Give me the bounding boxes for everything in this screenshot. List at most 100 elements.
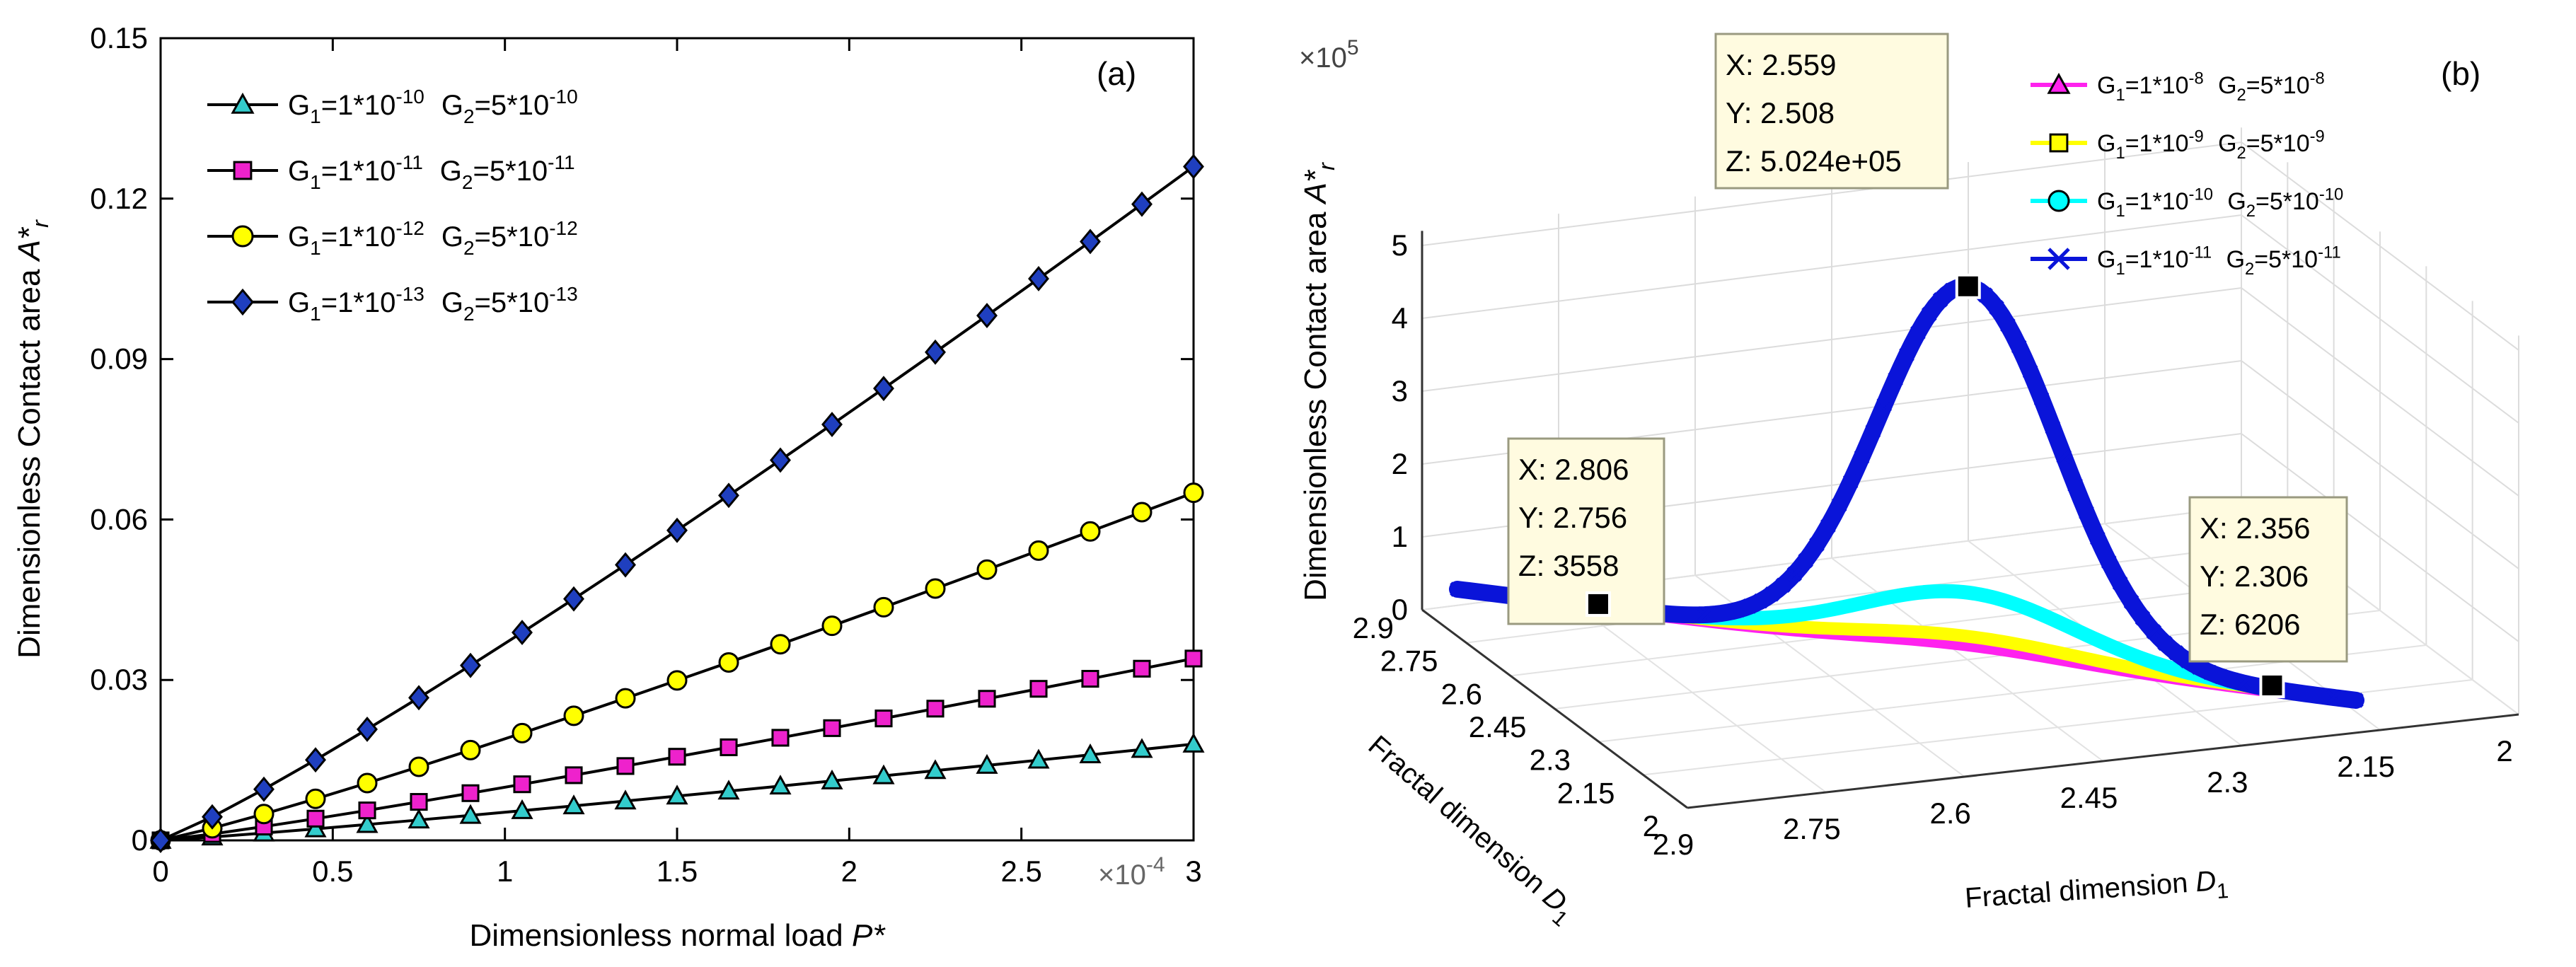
datatip-text: X: 2.559 xyxy=(1726,48,1836,81)
legend-a-entry: G1=1*10-12 G2=5*10-12 xyxy=(207,217,578,259)
data-point-stroke xyxy=(2236,675,2252,691)
data-point-stroke xyxy=(2101,554,2117,570)
legend-a-entry-text-part: 1 xyxy=(310,237,321,259)
data-point-stroke xyxy=(1842,474,1859,490)
data-point xyxy=(2101,554,2117,570)
data-point xyxy=(614,789,637,810)
y-tick-label: 0.03 xyxy=(90,663,148,696)
data-point xyxy=(408,756,429,777)
y-tick-label: 0.09 xyxy=(90,342,148,376)
data-point xyxy=(1131,191,1153,217)
data-point xyxy=(1809,536,1825,552)
data-point xyxy=(1731,602,1746,618)
data-point-stroke xyxy=(1685,607,1702,623)
legend-b-entry-text-part: =1*10 xyxy=(2125,130,2189,157)
legend-b-entry-marker xyxy=(2049,133,2069,153)
legend-b-entry-text-part: 1 xyxy=(2115,260,2125,279)
data-point-stroke xyxy=(2045,419,2061,436)
legend-a-entry-text-part: =5*10 xyxy=(475,221,550,253)
legend-a-entry-text-part: -13 xyxy=(395,283,424,305)
legend-b-entry: G1=1*10-8 G2=5*10-8 xyxy=(2031,69,2325,105)
data-point xyxy=(1899,347,1914,363)
data-point xyxy=(1183,482,1204,504)
data-point xyxy=(1865,423,1881,439)
legend-b-entry: G1=1*10-10 G2=5*10-10 xyxy=(2031,185,2343,221)
data-point xyxy=(563,586,584,612)
data-point xyxy=(512,620,533,646)
legend-a-entry-text-part: -10 xyxy=(395,86,424,108)
panel-a-label: (a) xyxy=(1097,55,1136,92)
datatip-marker xyxy=(2259,672,2285,698)
x-tick-label: 2 xyxy=(2496,734,2512,768)
x-axis-line xyxy=(1687,713,2519,809)
legend-a-entry-text-part: -10 xyxy=(549,86,577,108)
data-point xyxy=(925,578,946,599)
data-point-stroke xyxy=(2213,668,2229,685)
data-point-stroke xyxy=(2168,645,2184,661)
legend-b-entry-text-part: -11 xyxy=(2189,243,2212,262)
legend-a-entry-text-part: G xyxy=(441,287,463,318)
data-point xyxy=(2224,672,2241,688)
data-point xyxy=(408,685,429,711)
legend-a-entry-text-part: G xyxy=(288,156,310,187)
data-point xyxy=(2112,575,2128,591)
data-point xyxy=(2067,477,2083,493)
data-point xyxy=(666,517,688,543)
data-point xyxy=(2146,624,2162,639)
datatip-box xyxy=(1714,33,1949,190)
legend-b-entry-text-part: 2 xyxy=(2245,260,2254,279)
data-point xyxy=(2045,419,2061,436)
datatip-text: Z: 3558 xyxy=(1518,549,1619,582)
data-point-stroke xyxy=(2123,594,2139,610)
data-point xyxy=(1183,154,1204,180)
data-point xyxy=(976,303,998,329)
legend-b-entry-text-part: 2 xyxy=(2246,202,2256,221)
y-tick-label: 2.3 xyxy=(1530,743,1571,777)
data-point-stroke xyxy=(1708,606,1723,622)
legend-b-entry-marker xyxy=(2047,248,2070,270)
data-point xyxy=(1080,228,1101,255)
data-point xyxy=(1842,474,1859,490)
legend-a-entry-marker xyxy=(233,161,253,180)
data-point-stroke xyxy=(2022,364,2038,380)
panel-b-y-ticks: 2.92.752.62.452.32.15 2 xyxy=(1353,611,1659,842)
data-point xyxy=(1831,497,1847,513)
data-point xyxy=(2011,339,2027,354)
data-point xyxy=(2056,448,2072,465)
data-point xyxy=(666,670,688,691)
data-point xyxy=(512,722,533,743)
data-point xyxy=(1133,659,1151,678)
data-point-stroke xyxy=(2056,448,2072,465)
legend-a-entry: G1=1*10-13 G2=5*10-13 xyxy=(207,283,578,325)
data-point-stroke xyxy=(1820,518,1836,534)
data-point-stroke xyxy=(2011,339,2027,354)
data-point xyxy=(461,784,480,802)
y-tick-label: 2.45 xyxy=(1469,710,1527,743)
data-point xyxy=(2190,659,2207,675)
data-point xyxy=(873,596,894,618)
legend-b-entry-text-part: G xyxy=(2097,188,2115,215)
data-point xyxy=(2348,693,2364,708)
data-point-stroke xyxy=(1719,605,1735,620)
legend-b-entry-text-part: G xyxy=(2218,72,2236,99)
data-point xyxy=(1798,552,1813,569)
data-point-stroke xyxy=(1775,577,1791,593)
series-a-2 xyxy=(150,482,1204,851)
panel-a-y-ticks: 0 0.03 0.06 0.09 0.12 0.15 xyxy=(90,21,1194,857)
legend-b-entry-text: G1=1*10-11 G2=5*10-11 xyxy=(2097,243,2341,279)
data-point-stroke xyxy=(1910,325,1926,341)
data-point xyxy=(1719,605,1735,620)
data-point-stroke xyxy=(2146,624,2162,639)
legend-a-entry-text-part: =1*10 xyxy=(321,156,396,187)
data-point-stroke xyxy=(1741,598,1757,614)
data-point-stroke xyxy=(1731,602,1746,618)
datatip-text: Z: 6206 xyxy=(2200,608,2300,641)
z-tick-label: 2 xyxy=(1392,447,1408,480)
data-point xyxy=(1910,325,1926,341)
legend-a-entry-text-part: -12 xyxy=(395,217,424,239)
data-point xyxy=(1079,743,1102,763)
data-point xyxy=(1921,306,1937,322)
data-point xyxy=(306,809,325,828)
legend-a-entry-text: G1=1*10-12 G2=5*10-12 xyxy=(288,217,578,259)
